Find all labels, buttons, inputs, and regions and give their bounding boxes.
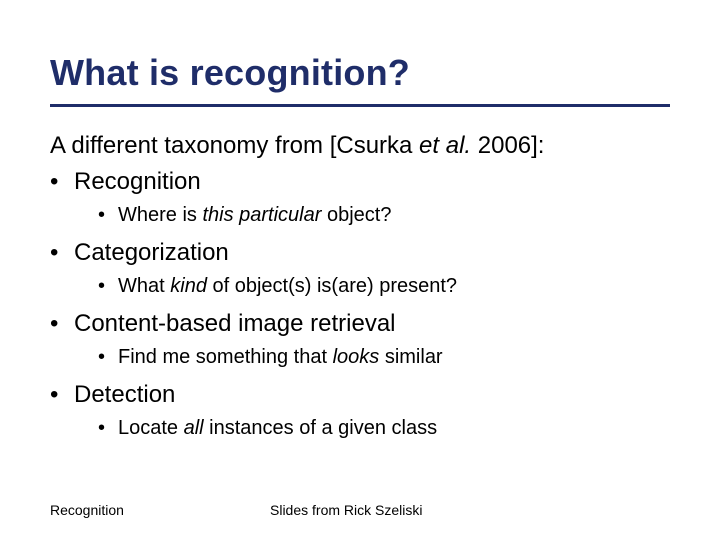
sub-list-item: • Where is this particular object? [98,203,670,228]
slide-body: A different taxonomy from [Csurka et al.… [50,131,670,441]
slide-title: What is recognition? [50,52,670,107]
bullet-icon: • [98,203,118,228]
list-item: • Categorization • What kind of object(s… [50,238,670,299]
bullet-icon: • [50,238,74,268]
sub-list-item-label: Where is this particular object? [118,203,391,228]
list-item-label: Content-based image retrieval [74,309,396,339]
list-item: • Recognition • Where is this particular… [50,167,670,228]
slide: What is recognition? A different taxonom… [0,0,720,540]
sub-list-item-label: What kind of object(s) is(are) present? [118,274,457,299]
list-item-label: Recognition [74,167,201,197]
footer-left: Recognition [50,502,270,518]
list-item-label: Categorization [74,238,229,268]
sub-list-item: • Locate all instances of a given class [98,416,670,441]
intro-text: A different taxonomy from [Csurka et al.… [50,131,670,161]
bullet-icon: • [98,274,118,299]
bullet-icon: • [98,345,118,370]
bullet-icon: • [50,167,74,197]
bullet-list: • Recognition • Where is this particular… [50,167,670,441]
list-item-label: Detection [74,380,175,410]
bullet-icon: • [98,416,118,441]
sub-list-item-label: Find me something that looks similar [118,345,443,370]
slide-footer: Recognition Slides from Rick Szeliski [50,502,670,518]
sub-list-item-label: Locate all instances of a given class [118,416,437,441]
bullet-icon: • [50,380,74,410]
bullet-icon: • [50,309,74,339]
footer-center: Slides from Rick Szeliski [270,502,422,518]
list-item: • Detection • Locate all instances of a … [50,380,670,441]
sub-list-item: • Find me something that looks similar [98,345,670,370]
sub-list-item: • What kind of object(s) is(are) present… [98,274,670,299]
list-item: • Content-based image retrieval • Find m… [50,309,670,370]
